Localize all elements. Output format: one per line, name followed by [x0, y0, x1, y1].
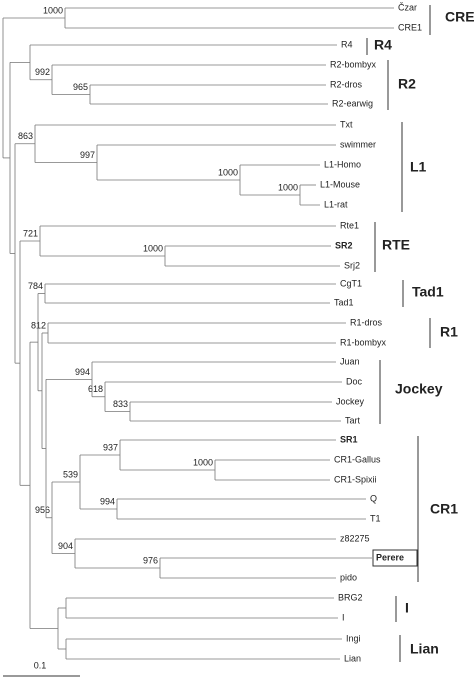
bootstrap-value: 618 [88, 384, 103, 394]
leaf-label: SR1 [340, 434, 358, 444]
leaf-label: R2-bombyx [330, 59, 377, 69]
leaf-label: CR1-Gallus [334, 454, 381, 464]
bootstrap-value: 994 [75, 367, 90, 377]
bootstrap-value: 956 [35, 505, 50, 515]
bootstrap-value: 833 [113, 399, 128, 409]
leaf-label: swimmer [340, 139, 376, 149]
leaf-label: Srj2 [344, 260, 360, 270]
bootstrap-value: 1000 [278, 182, 298, 192]
bootstrap-value: 812 [31, 320, 46, 330]
leaf-label: Rte1 [340, 220, 359, 230]
leaf-label: pido [340, 572, 357, 582]
bootstrap-value: 965 [73, 82, 88, 92]
bootstrap-value: 721 [23, 228, 38, 238]
leaf-label: Txt [340, 119, 353, 129]
clade-label: Lian [410, 641, 439, 657]
clade-label: CRE [445, 9, 474, 25]
leaf-label: z82275 [340, 533, 370, 543]
bootstrap-value: 904 [58, 541, 73, 551]
clade-label: CR1 [430, 501, 458, 517]
bootstrap-value: 539 [63, 469, 78, 479]
leaf-label: Jockey [336, 396, 365, 406]
clade-label: R2 [398, 76, 416, 92]
bootstrap-value: 784 [28, 281, 43, 291]
leaf-label: Lian [344, 653, 361, 663]
leaf-label: R4 [341, 39, 353, 49]
bootstrap-value: 992 [35, 67, 50, 77]
leaf-label: L1-Homo [324, 159, 361, 169]
clade-label: RTE [382, 237, 410, 253]
highlight-box [372, 549, 418, 567]
bootstrap-value: 1000 [218, 167, 238, 177]
leaf-label: L1-Mouse [320, 179, 360, 189]
leaf-label: CgT1 [340, 278, 362, 288]
bootstrap-value: 1000 [43, 5, 63, 15]
leaf-label: Ingi [346, 633, 361, 643]
leaf-label: Perere [376, 552, 404, 562]
bootstrap-value: 1000 [193, 457, 213, 467]
leaf-label: R1-bombyx [340, 337, 387, 347]
leaf-label: L1-rat [324, 199, 348, 209]
leaf-label: R2-dros [330, 79, 363, 89]
bootstrap-value: 937 [103, 442, 118, 452]
leaf-label: I [342, 612, 345, 622]
leaf-label: R1-dros [350, 317, 383, 327]
leaf-label: Doc [346, 376, 363, 386]
clade-label: Tad1 [412, 284, 444, 300]
leaf-label: Tad1 [334, 297, 354, 307]
clade-label: R1 [440, 324, 458, 340]
leaf-label: Juan [340, 356, 360, 366]
bootstrap-value: 997 [80, 150, 95, 160]
leaf-label: Q [370, 493, 377, 503]
bootstrap-value: 976 [143, 555, 158, 565]
clade-label: L1 [410, 159, 427, 175]
leaf-label: CRE1 [398, 22, 422, 32]
leaf-label: Tart [345, 415, 361, 425]
clade-label: Jockey [395, 381, 443, 397]
bootstrap-value: 994 [100, 496, 115, 506]
leaf-label: CR1-Spixii [334, 474, 377, 484]
leaf-label: BRG2 [338, 592, 363, 602]
clade-label: I [405, 600, 409, 616]
bootstrap-value: 1000 [143, 243, 163, 253]
leaf-label: SR2 [335, 240, 353, 250]
scale-label: 0.1 [34, 660, 47, 670]
leaf-label: Čzar [398, 2, 417, 12]
leaf-label: R2-earwig [332, 98, 373, 108]
leaf-label: T1 [370, 513, 381, 523]
clade-label: R4 [374, 37, 392, 53]
bootstrap-value: 863 [18, 131, 33, 141]
